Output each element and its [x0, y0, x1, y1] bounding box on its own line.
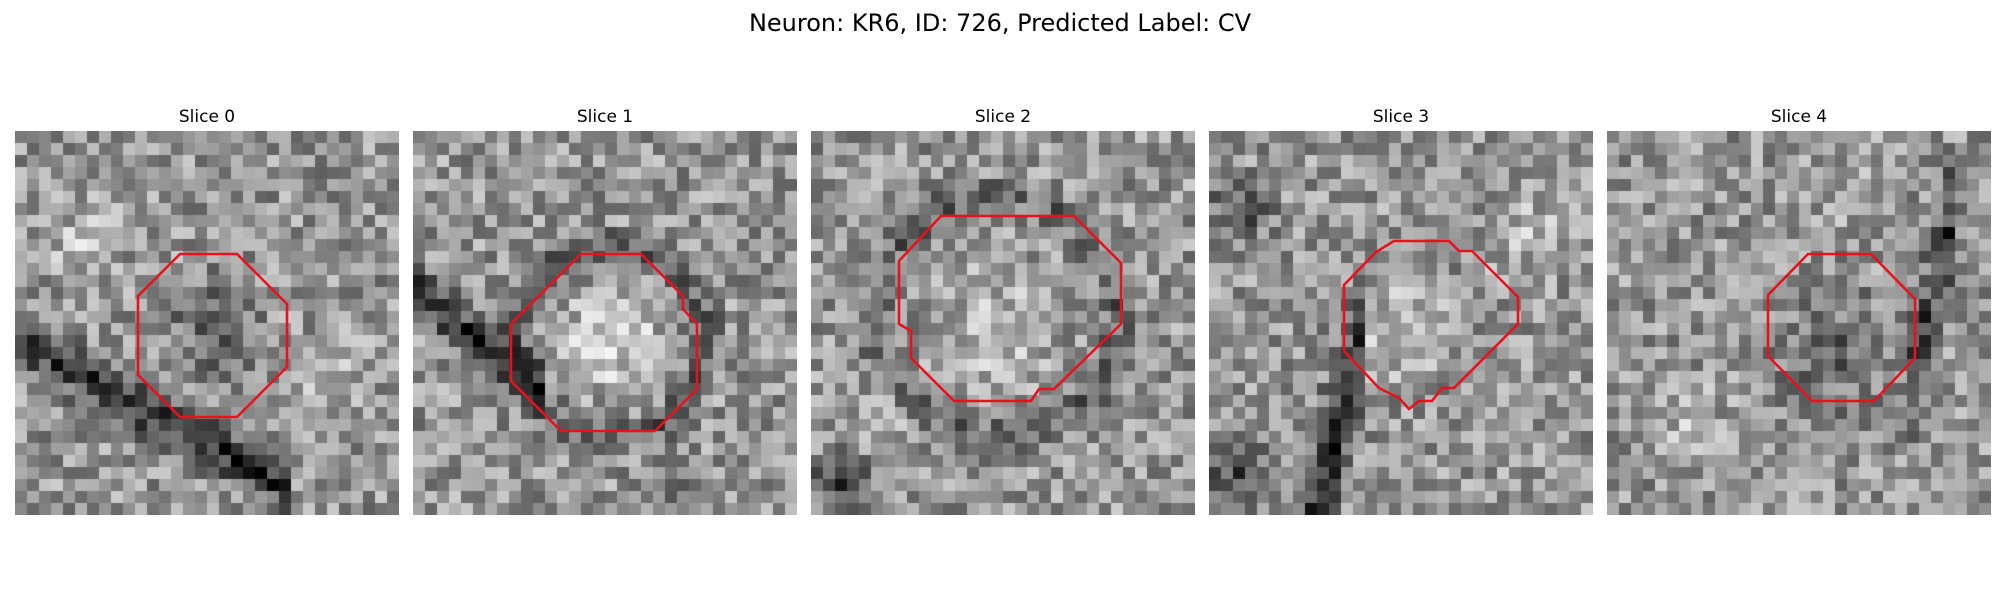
roi-contour-overlay [897, 214, 1123, 403]
slice-image [15, 131, 399, 515]
roi-contour-overlay [1342, 239, 1520, 411]
slice-panel-2: Slice 2 [811, 107, 1195, 515]
slice-panel-1: Slice 1 [413, 107, 797, 515]
slice-title: Slice 4 [1770, 107, 1828, 127]
slice-title: Slice 3 [1372, 107, 1430, 127]
roi-contour [1766, 252, 1917, 403]
slice-title: Slice 1 [576, 107, 634, 127]
roi-contour [1342, 239, 1520, 411]
slice-panel-0: Slice 0 [15, 107, 399, 515]
roi-contour-overlay [509, 252, 699, 433]
slice-image [811, 131, 1195, 515]
slice-image [1607, 131, 1991, 515]
roi-contour [897, 214, 1123, 403]
slice-image [413, 131, 797, 515]
slice-panel-4: Slice 4 [1607, 107, 1991, 515]
slice-title: Slice 0 [178, 107, 236, 127]
roi-contour [509, 252, 699, 433]
roi-contour [136, 252, 289, 419]
slice-title: Slice 2 [974, 107, 1032, 127]
roi-contour-overlay [136, 252, 289, 419]
figure-title: Neuron: KR6, ID: 726, Predicted Label: C… [748, 9, 1252, 37]
slice-image [1209, 131, 1593, 515]
slice-panel-3: Slice 3 [1209, 107, 1593, 515]
roi-contour-overlay [1766, 252, 1917, 403]
